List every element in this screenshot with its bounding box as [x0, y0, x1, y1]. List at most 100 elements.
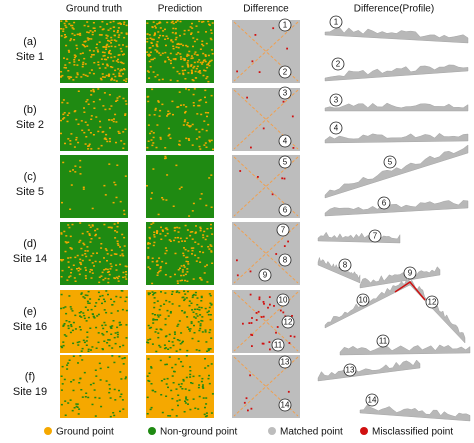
- cloud-dot: [95, 375, 98, 377]
- cloud-dot: [167, 315, 170, 317]
- cloud-dot: [114, 230, 117, 232]
- cloud-dot: [205, 77, 208, 80]
- cloud-dot: [186, 280, 189, 282]
- cloud-dot: [97, 291, 100, 294]
- cloud-dot: [207, 54, 210, 57]
- cloud-dot: [158, 270, 161, 273]
- marker-circle: [281, 315, 295, 329]
- cloud-dot: [107, 293, 109, 296]
- cloud-dot: [178, 188, 181, 190]
- cloud-dot: [171, 375, 174, 377]
- misclassified-dot: [275, 253, 278, 255]
- cloud-dot: [119, 246, 121, 248]
- cloud-dot: [84, 396, 87, 398]
- cloud-dot: [196, 297, 199, 299]
- cloud-dot: [201, 331, 204, 333]
- cloud-dot: [101, 51, 104, 53]
- cloud-dot: [110, 77, 113, 80]
- cloud-dot: [155, 328, 158, 330]
- cloud-dot: [116, 164, 119, 166]
- cloud-dot: [181, 310, 184, 312]
- cloud-dot: [150, 383, 153, 385]
- cloud-dot: [73, 146, 76, 148]
- cloud-dot: [160, 226, 162, 229]
- cloud-dot: [208, 293, 211, 295]
- cloud-dot: [97, 64, 100, 66]
- cloud-dot: [189, 26, 192, 28]
- cloud-dot: [172, 205, 175, 207]
- misclassified-dot: [269, 303, 271, 306]
- cloud-dot: [192, 202, 195, 205]
- cloud-dot: [90, 38, 93, 40]
- cloud-dot: [195, 225, 197, 227]
- cloud-dot: [63, 57, 65, 59]
- cloud-dot: [177, 383, 180, 386]
- cloud-dot: [89, 226, 92, 228]
- cloud-dot: [184, 112, 186, 114]
- cloud-dot: [60, 233, 63, 235]
- cloud-dot: [148, 236, 151, 239]
- cloud-dot: [118, 75, 121, 77]
- cloud-dot: [68, 23, 71, 25]
- cloud-dot: [171, 303, 174, 305]
- cloud-dot: [151, 26, 154, 28]
- cloud-dot: [209, 244, 212, 246]
- cloud-dot: [151, 313, 154, 315]
- cloud-dot: [116, 326, 119, 329]
- cloud-dot: [106, 268, 109, 271]
- cloud-dot: [201, 377, 204, 380]
- misclassified-dot: [236, 259, 238, 262]
- cloud-dot: [81, 396, 84, 398]
- point-cloud: [146, 155, 214, 218]
- cloud-dot: [165, 227, 168, 229]
- cloud-dot: [75, 405, 78, 408]
- cloud-dot: [155, 146, 158, 149]
- cloud-dot: [87, 350, 90, 352]
- cloud-dot: [111, 325, 114, 327]
- cloud-dot: [72, 169, 74, 171]
- cloud-dot: [151, 144, 154, 147]
- cloud-dot: [76, 406, 79, 408]
- cloud-dot: [157, 316, 160, 318]
- cloud-dot: [178, 72, 181, 75]
- row-tag: (a): [23, 36, 36, 48]
- cloud-dot: [125, 296, 128, 298]
- cloud-dot: [154, 319, 157, 321]
- cloud-dot: [79, 315, 81, 317]
- cloud-dot: [73, 54, 76, 56]
- cloud-dot: [108, 119, 111, 121]
- marker-number: 4: [334, 124, 339, 133]
- cloud-dot: [205, 146, 208, 148]
- misclassified-dot: [262, 301, 265, 303]
- cloud-dot: [98, 41, 101, 43]
- cloud-dot: [210, 174, 213, 176]
- cloud-dot: [159, 136, 162, 139]
- cloud-dot: [108, 94, 111, 96]
- cloud-dot: [124, 114, 127, 116]
- cloud-dot: [152, 322, 155, 324]
- cloud-dot: [177, 236, 179, 239]
- cloud-dot: [69, 235, 72, 238]
- cloud-dot: [180, 274, 183, 277]
- misclassified-dot: [246, 96, 248, 99]
- cloud-dot: [67, 70, 70, 72]
- cloud-dot: [94, 396, 97, 399]
- marker-circle: [338, 258, 352, 272]
- cloud-dot: [164, 323, 167, 326]
- cloud-dot: [66, 120, 69, 123]
- cloud-dot: [95, 233, 97, 236]
- cloud-dot: [109, 27, 112, 30]
- cloud-dot: [181, 65, 184, 68]
- cloud-dot: [194, 294, 197, 296]
- cloud-dot: [74, 171, 77, 173]
- cloud-dot: [183, 29, 186, 32]
- cloud-dot: [70, 272, 72, 274]
- cloud-dot: [152, 244, 155, 247]
- cloud-dot: [115, 100, 117, 102]
- cloud-dot: [176, 43, 179, 45]
- cloud-dot: [88, 143, 91, 145]
- cloud-dot: [158, 22, 160, 24]
- cloud-dot: [190, 382, 192, 384]
- cloud-dot: [150, 367, 153, 369]
- cloud-dot: [67, 261, 70, 263]
